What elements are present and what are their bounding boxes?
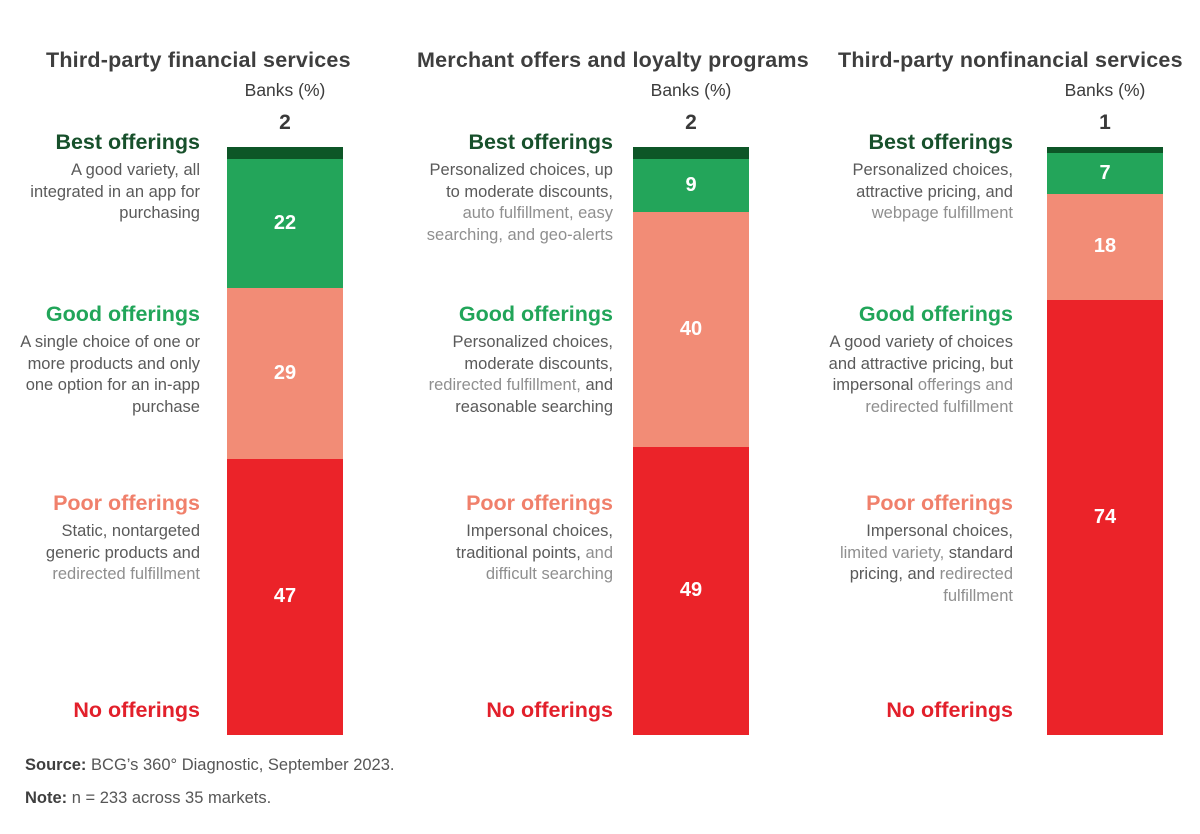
- description-text: auto fulfillment, easy searching, and ge…: [426, 204, 613, 244]
- tier-description: A single choice of one or more products …: [15, 332, 200, 418]
- bar-segment-good: 22: [227, 158, 343, 289]
- bar-segment-value: 74: [1093, 505, 1117, 528]
- chart-title: Third-party nonfinancial services: [838, 47, 1183, 72]
- bar-segment-none: 74: [1047, 299, 1163, 735]
- bar-segment-poor: 40: [633, 211, 749, 447]
- tier-description: Impersonal choices, limited variety, sta…: [823, 521, 1013, 607]
- bar-value-above: 2: [279, 111, 291, 134]
- tier-heading-best: Best offerings: [55, 130, 200, 154]
- tier-heading-poor: Poor offerings: [866, 491, 1013, 515]
- tier-heading-best: Best offerings: [868, 130, 1013, 154]
- tier-heading-good: Good offerings: [858, 302, 1013, 326]
- bar-value-above: 2: [685, 111, 697, 134]
- bar-value-above: 1: [1099, 111, 1111, 134]
- description-text: and difficult searching: [485, 543, 613, 584]
- bar-segment-value: 18: [1093, 235, 1117, 258]
- stacked-bar: 9 40 49: [633, 147, 749, 735]
- description-text: A good variety of choices and attractive…: [828, 333, 1013, 394]
- note-text: n = 233 across 35 markets.: [67, 789, 272, 807]
- description-text: redirected fulfillment,: [428, 376, 586, 394]
- description-text: Personalized choices, attractive pricing…: [852, 161, 1013, 201]
- description-text: A good variety, all integrated in an app…: [30, 161, 200, 222]
- description-text: Personalized choices, up to moderate dis…: [429, 161, 613, 201]
- bar-segment-poor: 29: [227, 288, 343, 459]
- tier-heading-good: Good offerings: [458, 302, 613, 326]
- description-text: webpage fulfillment: [871, 204, 1013, 222]
- description-text: and reasonable searching: [455, 376, 613, 416]
- bar-segment-good: 7: [1047, 152, 1163, 195]
- bar-segment-value: 29: [273, 361, 297, 384]
- tier-heading-best: Best offerings: [468, 130, 613, 154]
- description-text: Personalized choices, moderate discounts…: [452, 333, 613, 373]
- tier-description: Personalized choices, attractive pricing…: [823, 160, 1013, 225]
- tier-heading-poor: Poor offerings: [466, 491, 613, 515]
- tier-description: Personalized choices, moderate discounts…: [413, 332, 613, 418]
- bar-segment-best: [227, 147, 343, 159]
- bar-segment-none: 47: [227, 458, 343, 735]
- bar-segment-best: [633, 147, 749, 159]
- bar-segment-best: [1047, 147, 1163, 153]
- bar-segment-value: 22: [273, 211, 297, 234]
- axis-label: Banks (%): [650, 80, 732, 100]
- chart-title: Merchant offers and loyalty programs: [417, 47, 809, 72]
- bar-segment-none: 49: [633, 446, 749, 735]
- source-label: Source:: [25, 756, 87, 774]
- tier-description: A good variety, all integrated in an app…: [15, 160, 200, 225]
- tier-description: Static, nontargeted generic products and…: [15, 521, 200, 586]
- axis-label: Banks (%): [1064, 80, 1146, 100]
- tier-heading-none: No offerings: [486, 698, 613, 722]
- description-text: offerings and redirected fulfillment: [865, 376, 1013, 416]
- tier-description: Personalized choices, up to moderate dis…: [413, 160, 613, 246]
- description-text: standard pricing, and: [849, 543, 1013, 584]
- description-text: Impersonal choices, traditional points,: [456, 522, 613, 562]
- tier-heading-none: No offerings: [886, 698, 1013, 722]
- description-text: A single choice of one or more products …: [20, 333, 200, 416]
- stacked-bar: 7 18 74: [1047, 147, 1163, 735]
- bar-segment-value: 49: [679, 579, 703, 602]
- chart-title: Third-party financial services: [46, 47, 351, 72]
- note-line: Note: n = 233 across 35 markets.: [25, 789, 271, 808]
- source-line: Source: BCG’s 360° Diagnostic, September…: [25, 756, 394, 775]
- note-label: Note:: [25, 789, 68, 807]
- tier-heading-good: Good offerings: [45, 302, 200, 326]
- bar-segment-poor: 18: [1047, 194, 1163, 300]
- tier-description: A good variety of choices and attractive…: [823, 332, 1013, 418]
- tier-heading-none: No offerings: [73, 698, 200, 722]
- bar-segment-value: 40: [679, 317, 703, 340]
- tier-description: Impersonal choices, traditional points, …: [413, 521, 613, 586]
- description-text: limited variety,: [839, 543, 949, 562]
- description-text: redirected fulfillment: [52, 565, 200, 583]
- description-text: Impersonal choices,: [866, 522, 1013, 540]
- stacked-bar: 22 29 47: [227, 147, 343, 735]
- axis-label: Banks (%): [244, 80, 326, 100]
- tier-heading-poor: Poor offerings: [53, 491, 200, 515]
- bar-segment-good: 9: [633, 158, 749, 212]
- bar-segment-value: 47: [273, 585, 297, 608]
- bar-segment-value: 7: [1099, 161, 1111, 184]
- bar-segment-value: 9: [685, 173, 697, 196]
- source-text: BCG’s 360° Diagnostic, September 2023.: [86, 756, 395, 774]
- description-text: redirected fulfillment: [939, 565, 1013, 605]
- description-text: Static, nontargeted generic products and: [45, 522, 200, 562]
